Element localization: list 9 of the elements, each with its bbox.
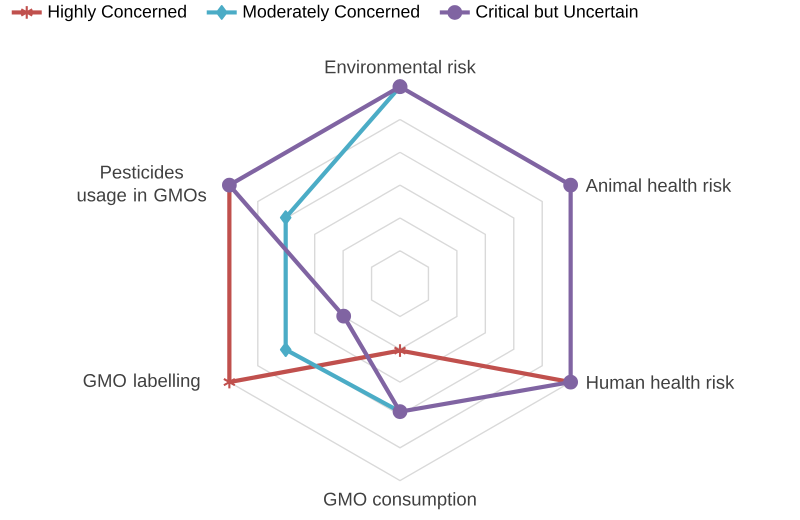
spoke-label: Environmental risk — [326, 60, 476, 74]
legend-label: Critical but Uncertain — [476, 4, 638, 18]
spoke-label: Human health risk — [587, 375, 734, 389]
spoke-label: Animal health risk — [586, 178, 732, 192]
legend-label: Moderately Concerned — [244, 4, 419, 22]
spoke-label: GMO consumption — [324, 492, 476, 510]
legend-label: Highly Concerned — [48, 4, 186, 22]
spoke-label: GMO labelling — [84, 374, 200, 391]
spoke-label: Pesticides usage in GMOs — [78, 165, 206, 206]
